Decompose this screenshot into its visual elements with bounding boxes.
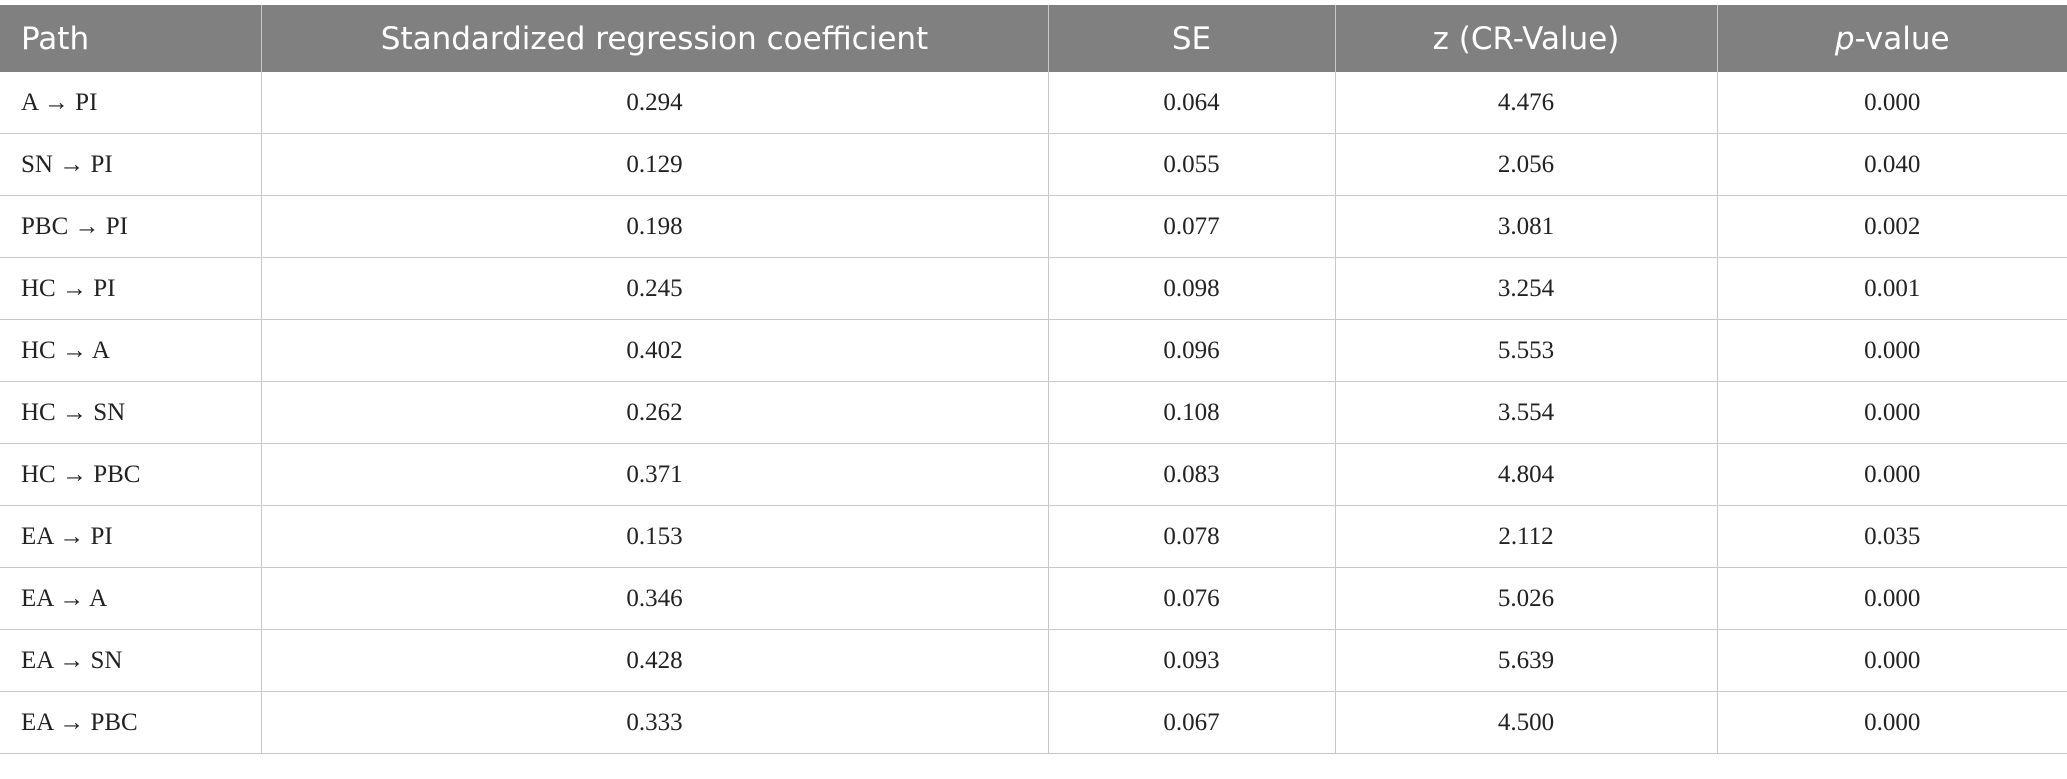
value-cell: 0.000 xyxy=(1716,381,2067,444)
path-cell: PBC → PI xyxy=(0,195,262,258)
value-cell: 0.040 xyxy=(1716,133,2067,196)
value-cell: 0.083 xyxy=(1047,443,1336,506)
value-cell: 3.554 xyxy=(1334,381,1718,444)
value-cell: 2.056 xyxy=(1334,133,1718,196)
path-cell: EA → SN xyxy=(0,629,262,692)
value-cell: 0.000 xyxy=(1716,72,2067,134)
value-cell: 3.081 xyxy=(1334,195,1718,258)
value-cell: 0.000 xyxy=(1716,319,2067,382)
table-row: EA → PI 0.153 0.078 2.112 0.035 xyxy=(0,505,2067,568)
path-cell: EA → A xyxy=(0,567,262,630)
value-cell: 0.096 xyxy=(1047,319,1336,382)
value-cell: 0.262 xyxy=(260,381,1049,444)
value-cell: 0.000 xyxy=(1716,629,2067,692)
value-cell: 0.000 xyxy=(1716,567,2067,630)
table-header: Path Standardized regression coefficient S… xyxy=(0,5,2067,72)
value-cell: 0.346 xyxy=(260,567,1049,630)
value-cell: 0.245 xyxy=(260,257,1049,320)
value-cell: 0.064 xyxy=(1047,72,1336,134)
header-italic: p xyxy=(1834,20,1855,57)
value-cell: 4.476 xyxy=(1334,72,1718,134)
table-row: PBC → PI 0.198 0.077 3.081 0.002 xyxy=(0,195,2067,258)
value-cell: 0.035 xyxy=(1716,505,2067,568)
table-row: HC → A 0.402 0.096 5.553 0.000 xyxy=(0,319,2067,382)
value-cell: 0.098 xyxy=(1047,257,1336,320)
table-row: EA → PBC 0.333 0.067 4.500 0.000 xyxy=(0,691,2067,754)
table-row: A → PI 0.294 0.064 4.476 0.000 xyxy=(0,72,2067,134)
value-cell: 0.002 xyxy=(1716,195,2067,258)
path-cell: HC → PI xyxy=(0,257,262,320)
path-cell: HC → PBC xyxy=(0,443,262,506)
header-row: Path Standardized regression coefficient S… xyxy=(0,5,2067,72)
page: Path Standardized regression coefficient S… xyxy=(0,5,2067,779)
value-cell: 0.078 xyxy=(1047,505,1336,568)
value-cell: 0.333 xyxy=(260,691,1049,754)
path-cell: HC → A xyxy=(0,319,262,382)
value-cell: 4.500 xyxy=(1334,691,1718,754)
table-row: EA → A 0.346 0.076 5.026 0.000 xyxy=(0,567,2067,630)
value-cell: 0.402 xyxy=(260,319,1049,382)
value-cell: 0.428 xyxy=(260,629,1049,692)
value-cell: 0.108 xyxy=(1047,381,1336,444)
value-cell: 2.112 xyxy=(1334,505,1718,568)
column-header: p-value xyxy=(1717,5,2067,72)
column-header: Standardized regression coefficient xyxy=(261,5,1049,72)
path-cell: HC → SN xyxy=(0,381,262,444)
path-cell: SN → PI xyxy=(0,133,262,196)
value-cell: 4.804 xyxy=(1334,443,1718,506)
value-cell: 0.055 xyxy=(1047,133,1336,196)
value-cell: 5.553 xyxy=(1334,319,1718,382)
column-header: Path xyxy=(0,5,262,72)
value-cell: 0.371 xyxy=(260,443,1049,506)
value-cell: 0.294 xyxy=(260,72,1049,134)
value-cell: 0.000 xyxy=(1716,443,2067,506)
value-cell: 0.000 xyxy=(1716,691,2067,754)
header-text: -value xyxy=(1854,20,1950,57)
value-cell: 5.639 xyxy=(1334,629,1718,692)
value-cell: 0.198 xyxy=(260,195,1049,258)
table-row: HC → PI 0.245 0.098 3.254 0.001 xyxy=(0,257,2067,320)
table-row: HC → PBC 0.371 0.083 4.804 0.000 xyxy=(0,443,2067,506)
value-cell: 0.076 xyxy=(1047,567,1336,630)
table-row: EA → SN 0.428 0.093 5.639 0.000 xyxy=(0,629,2067,692)
value-cell: 0.077 xyxy=(1047,195,1336,258)
value-cell: 0.067 xyxy=(1047,691,1336,754)
value-cell: 3.254 xyxy=(1334,257,1718,320)
value-cell: 0.093 xyxy=(1047,629,1336,692)
value-cell: 0.153 xyxy=(260,505,1049,568)
value-cell: 0.129 xyxy=(260,133,1049,196)
value-cell: 5.026 xyxy=(1334,567,1718,630)
path-cell: EA → PBC xyxy=(0,691,262,754)
value-cell: 0.001 xyxy=(1716,257,2067,320)
path-cell: A → PI xyxy=(0,72,262,134)
column-header: z (CR-Value) xyxy=(1335,5,1718,72)
column-header: SE xyxy=(1048,5,1336,72)
table-body: A → PI 0.294 0.064 4.476 0.000 SN → PI 0.129 0.… xyxy=(0,72,2067,754)
table-row: SN → PI 0.129 0.055 2.056 0.040 xyxy=(0,133,2067,196)
path-cell: EA → PI xyxy=(0,505,262,568)
table-row: HC → SN 0.262 0.108 3.554 0.000 xyxy=(0,381,2067,444)
results-table: Path Standardized regression coefficient S… xyxy=(0,5,2067,754)
